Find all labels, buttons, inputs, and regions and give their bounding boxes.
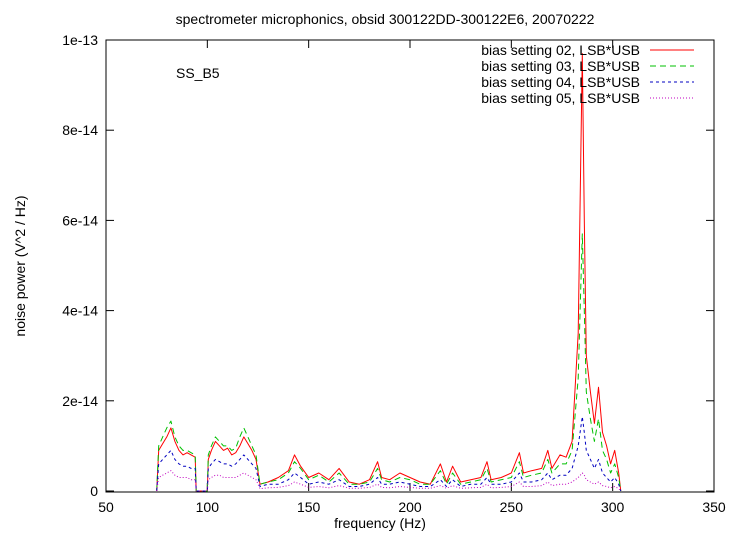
y-axis-label: noise power (V^2 / Hz) <box>12 195 28 336</box>
plot-frame <box>105 39 715 493</box>
y-tick-label: 1e-13 <box>62 32 98 48</box>
legend-label: bias setting 02, LSB*USB <box>481 42 640 58</box>
series-line-3 <box>156 233 622 492</box>
x-tick-label: 250 <box>500 499 524 515</box>
y-tick-label: 0 <box>90 483 98 499</box>
legend-label: bias setting 05, LSB*USB <box>481 90 640 106</box>
series-layer <box>156 53 622 492</box>
y-axis: 0 2e-14 4e-14 6e-14 8e-14 1e-13 <box>62 32 714 499</box>
y-tick-label: 4e-14 <box>62 303 98 319</box>
series-line-4 <box>156 416 622 492</box>
chart-annotation: SS_B5 <box>176 65 220 81</box>
x-axis: 50 100 150 200 250 300 350 <box>98 40 726 515</box>
series-line-5 <box>156 470 622 492</box>
x-tick-label: 300 <box>601 499 625 515</box>
y-tick-label: 8e-14 <box>62 122 98 138</box>
x-tick-label: 200 <box>398 499 422 515</box>
series-line-2 <box>156 53 622 492</box>
x-tick-label: 150 <box>297 499 321 515</box>
legend-label: bias setting 04, LSB*USB <box>481 74 640 90</box>
chart-title: spectrometer microphonics, obsid 300122D… <box>176 11 595 27</box>
x-tick-label: 100 <box>196 499 220 515</box>
x-tick-label: 50 <box>98 499 114 515</box>
y-tick-label: 6e-14 <box>62 212 98 228</box>
y-tick-label: 2e-14 <box>62 393 98 409</box>
legend-label: bias setting 03, LSB*USB <box>481 58 640 74</box>
x-axis-label: frequency (Hz) <box>334 515 426 531</box>
x-tick-label: 350 <box>702 499 726 515</box>
